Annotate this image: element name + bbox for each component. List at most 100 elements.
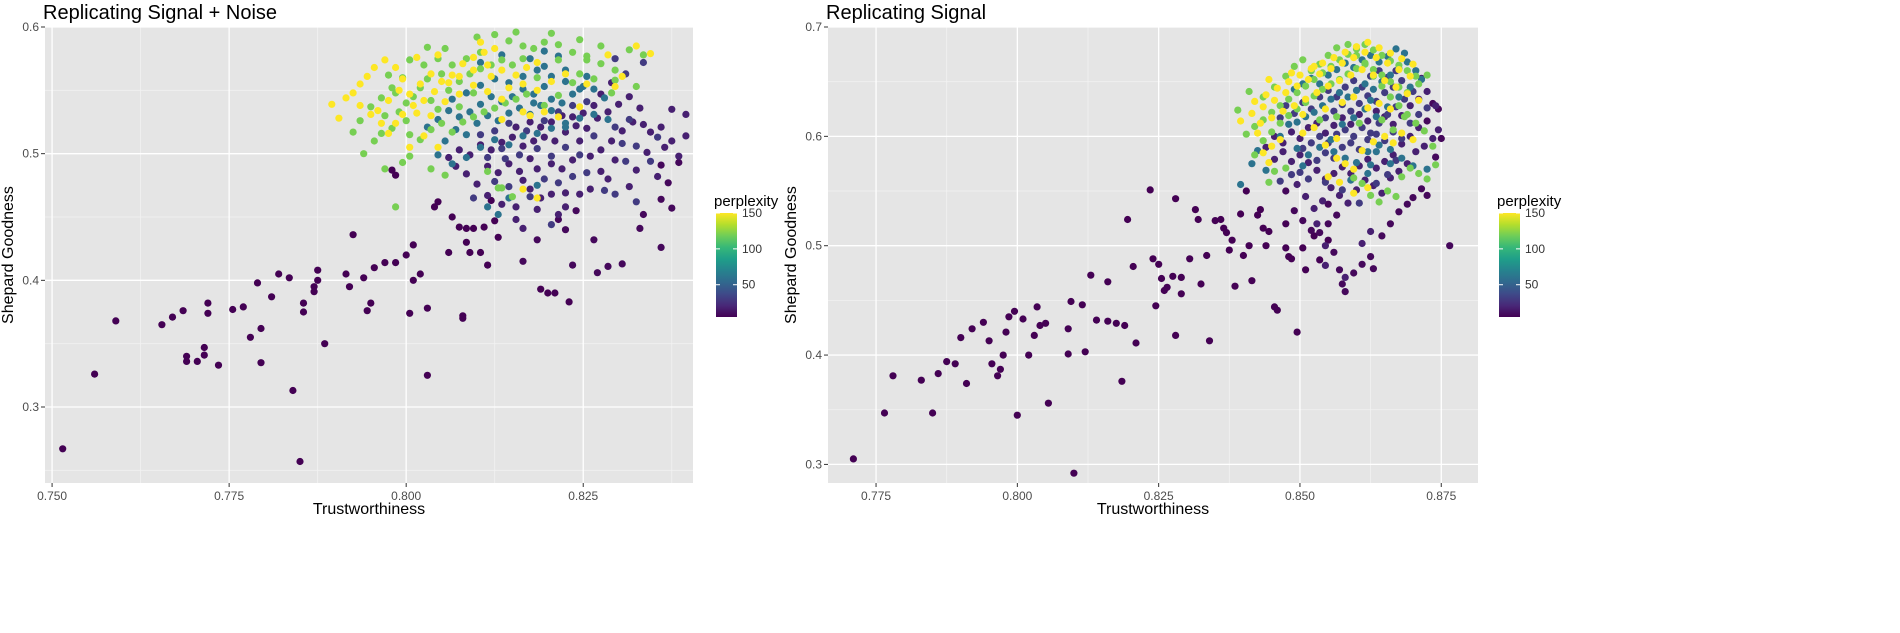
scatter-point	[512, 203, 520, 211]
scatter-point	[469, 224, 478, 232]
scatter-point	[523, 63, 531, 72]
scatter-point	[1333, 66, 1341, 74]
scatter-point	[360, 150, 368, 158]
scatter-point	[1386, 160, 1394, 168]
legend-tick-label: 150	[1525, 206, 1545, 220]
scatter-point	[413, 109, 421, 117]
scatter-point	[1381, 132, 1389, 140]
scatter-point	[590, 85, 598, 93]
scatter-point	[395, 86, 403, 94]
scatter-point	[476, 65, 485, 73]
scatter-point	[540, 101, 548, 110]
scatter-point	[1369, 71, 1377, 79]
scatter-point	[434, 143, 442, 151]
scatter-point	[1341, 273, 1349, 281]
scatter-point	[1400, 49, 1409, 57]
scatter-point	[487, 196, 495, 205]
x-tick-label: 0.750	[37, 489, 67, 503]
scatter-point	[1437, 134, 1445, 143]
scatter-point	[1321, 261, 1329, 269]
scatter-point	[1321, 178, 1329, 186]
scatter-point	[1078, 301, 1086, 309]
scatter-point	[1042, 319, 1050, 327]
scatter-point	[526, 118, 534, 126]
scatter-point	[1398, 134, 1406, 143]
scatter-point	[299, 308, 308, 316]
scatter-point	[943, 358, 951, 366]
scatter-point	[657, 161, 665, 169]
scatter-point	[1268, 114, 1276, 122]
scatter-point	[462, 153, 470, 162]
scatter-point	[399, 110, 407, 118]
scatter-point	[494, 169, 502, 177]
scatter-point	[299, 299, 308, 307]
scatter-point	[480, 48, 488, 56]
scatter-point	[423, 371, 431, 379]
scatter-point	[427, 112, 435, 120]
scatter-point	[668, 204, 676, 212]
y-tick-label: 0.4	[805, 348, 822, 362]
scatter-point	[484, 261, 492, 269]
scatter-point	[1355, 199, 1363, 207]
scatter-point	[512, 71, 520, 79]
scatter-point	[1321, 114, 1329, 122]
scatter-point	[1177, 290, 1185, 298]
legend-tick-label: 50	[1525, 278, 1539, 292]
scatter-point	[512, 95, 520, 103]
scatter-point	[1177, 273, 1185, 281]
scatter-point	[551, 137, 559, 145]
scatter-point	[1282, 102, 1290, 110]
scatter-point	[1432, 153, 1440, 161]
legend-colorbar	[1499, 213, 1520, 317]
scatter-point	[508, 193, 516, 201]
scatter-point	[438, 119, 446, 127]
scatter-point	[1367, 191, 1375, 199]
scatter-point	[1324, 71, 1332, 79]
scatter-point	[934, 370, 942, 378]
scatter-point	[487, 146, 495, 154]
scatter-point	[533, 66, 541, 74]
scatter-point	[381, 56, 389, 64]
scatter-point	[611, 190, 619, 198]
scatter-point	[1299, 110, 1307, 119]
y-tick-label: 0.6	[805, 129, 822, 143]
scatter-point	[1347, 120, 1355, 128]
scatter-point	[1406, 102, 1414, 110]
scatter-point	[462, 170, 470, 178]
scatter-point	[1386, 145, 1394, 154]
scatter-point	[1265, 75, 1273, 84]
scatter-point	[576, 70, 584, 78]
x-axis-title: Trustworthiness	[313, 501, 425, 518]
scatter-point	[1310, 75, 1318, 84]
scatter-point	[551, 289, 559, 297]
scatter-point	[1406, 119, 1414, 127]
scatter-point	[183, 357, 191, 365]
scatter-point	[1344, 199, 1352, 207]
scatter-point	[1132, 339, 1140, 347]
scatter-point	[314, 266, 322, 274]
scatter-point	[968, 325, 976, 333]
scatter-point	[1121, 321, 1129, 330]
scatter-point	[1392, 45, 1400, 53]
scatter-point	[1282, 89, 1290, 97]
scatter-point	[1429, 142, 1437, 150]
scatter-point	[1321, 129, 1329, 137]
scatter-point	[597, 146, 605, 154]
scatter-point	[388, 124, 396, 132]
scatter-point	[1287, 255, 1296, 263]
scatter-point	[1299, 244, 1307, 252]
scatter-point	[519, 132, 527, 140]
scatter-point	[597, 42, 605, 50]
scatter-point	[1386, 49, 1394, 57]
scatter-point	[1341, 126, 1349, 134]
scatter-point	[533, 129, 541, 137]
scatter-point	[1033, 303, 1041, 311]
scatter-point	[314, 276, 322, 284]
scatter-point	[275, 270, 283, 278]
scatter-point	[1327, 184, 1335, 192]
scatter-point	[1364, 38, 1372, 46]
scatter-point	[1423, 165, 1431, 173]
scatter-point	[1364, 104, 1372, 112]
scatter-point	[1355, 119, 1363, 127]
scatter-point	[1152, 302, 1160, 310]
